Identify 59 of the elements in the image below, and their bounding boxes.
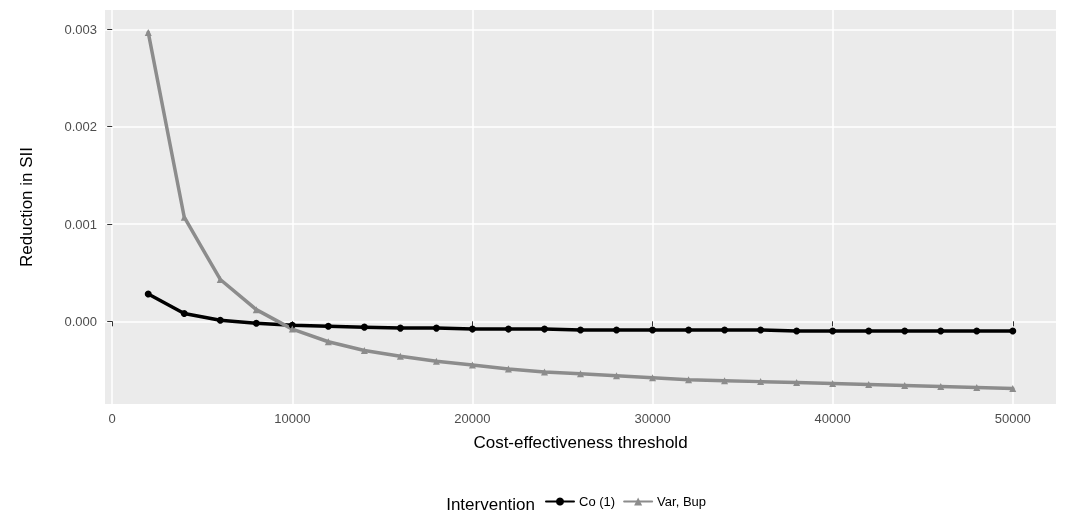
point [721, 377, 729, 385]
point [865, 327, 873, 335]
point [865, 381, 873, 389]
point [216, 316, 224, 324]
point [432, 357, 440, 365]
point [288, 325, 296, 333]
y-axis-title: Reduction in SII [17, 146, 36, 268]
point [360, 323, 368, 331]
x-tick-label: 50000 [994, 411, 1031, 426]
point [757, 326, 765, 334]
point [901, 382, 909, 390]
point [396, 324, 404, 332]
point [1009, 327, 1017, 335]
point [613, 326, 621, 334]
point [144, 28, 152, 36]
x-tick-label: 30000 [634, 411, 671, 426]
point [540, 368, 548, 376]
y-tick-label: 0.002 [64, 119, 97, 135]
point [649, 326, 657, 334]
point [180, 310, 188, 318]
y-tick-label: 0.000 [64, 313, 97, 329]
x-tick-label: 20000 [454, 411, 491, 426]
point [252, 319, 260, 327]
legend-title: Intervention [446, 495, 536, 514]
point [324, 322, 332, 330]
y-tick-label: 0.003 [64, 21, 97, 37]
legend-label: Co (1) [579, 494, 616, 509]
x-tick-label: 40000 [814, 411, 851, 426]
point [468, 325, 476, 333]
point [793, 379, 801, 387]
point [685, 376, 693, 384]
legend-label: Var, Bup [657, 494, 707, 509]
point [396, 352, 404, 360]
point [973, 383, 981, 391]
point [360, 346, 368, 354]
point [757, 378, 765, 386]
point [973, 327, 981, 335]
point [937, 382, 945, 390]
point [577, 326, 584, 334]
point [504, 325, 512, 333]
point [144, 290, 152, 298]
point [829, 380, 837, 388]
point [432, 324, 440, 332]
point [901, 327, 909, 335]
x-tick-label: 10000 [274, 411, 311, 426]
x-tick-label: 0 [108, 411, 116, 426]
point [937, 327, 945, 335]
point [649, 374, 657, 382]
x-axis-title: Cost-effectiveness threshold [473, 433, 688, 452]
point [540, 325, 548, 333]
y-tick-label: 0.001 [64, 216, 97, 232]
point [1009, 384, 1017, 392]
point [577, 370, 584, 378]
point [613, 372, 621, 380]
point [721, 326, 729, 334]
point [468, 361, 476, 369]
point [685, 326, 693, 334]
point [793, 327, 801, 335]
point [829, 327, 837, 335]
